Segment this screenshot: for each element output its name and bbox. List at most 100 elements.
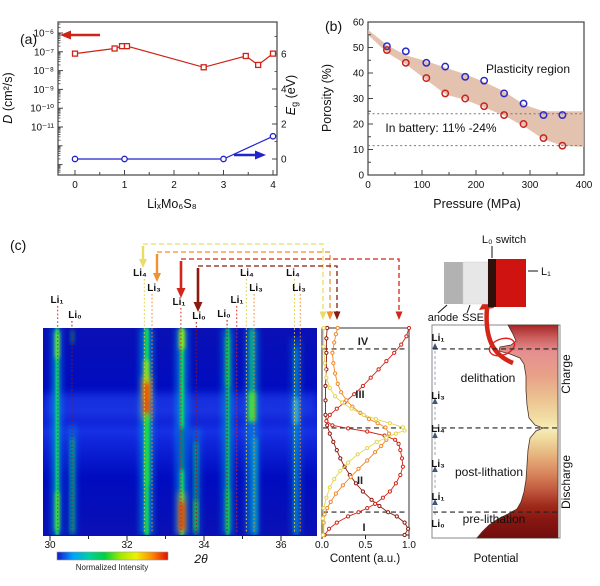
data-point [539,134,548,142]
heatmap-axis: 30 32 34 36 [43,535,317,551]
tick-label: 0 [72,180,78,191]
tick-label: 10⁻⁹ [33,85,54,96]
l1-label: L₁ [541,266,551,278]
data-point [333,371,338,376]
connector-li1 [181,258,400,312]
data-point [331,361,336,366]
data-point [519,120,528,128]
data-point [326,526,332,531]
data-point [369,497,374,502]
panel-c-label: (c) [10,237,26,253]
tick-label: 0 [365,180,371,191]
data-point [401,47,410,56]
tick-label: 300 [522,180,539,191]
anode-label: anode [428,312,459,324]
tick-label: 50 [353,43,365,54]
discharge-label: Discharge [559,455,573,509]
data-point [401,58,410,67]
xrd-streak [226,338,230,386]
battery-schematic [437,246,538,314]
series-line [323,327,390,535]
data-point [327,431,332,436]
data-point [365,506,370,511]
tick-label: 10⁻⁶ [33,29,54,40]
data-point [327,412,332,417]
tick-label: 10 [353,145,365,156]
series-diffusivity-D [71,42,277,71]
data-point [404,334,409,339]
plasticity-band [368,29,584,147]
data-point [402,520,407,525]
data-point [220,155,227,163]
tick-label: 0.0 [315,540,329,551]
tick-label: 36 [275,540,287,551]
tick-label: 10⁻¹¹ [31,123,55,134]
panel-a-plot: 0 1 2 3 4 10⁻⁶ 10⁻⁷ 10⁻⁸ 10⁻⁹ 10⁻¹⁰ 10⁻¹¹ 0 2 4 6 [30,23,287,191]
data-point [398,472,403,478]
l0-switch-label: L₀ switch [482,234,526,246]
xrd-streak [194,442,198,535]
data-point [366,417,372,422]
panel-b-label: (b) [325,18,342,34]
tick-label: 0 [281,155,287,166]
data-point [399,342,404,347]
eg-axis-label: Eg (eV) [284,75,300,115]
data-point [323,383,328,389]
tick-label: 30 [44,540,56,551]
data-point [121,155,128,163]
data-point [441,89,450,98]
tick-label: 2 [281,120,287,131]
xrd-streak [55,492,59,530]
two-theta-label: 2θ [193,552,208,566]
tick-label: 6 [281,50,287,61]
xrd-streak [179,428,185,470]
data-point [361,412,366,417]
data-point [380,495,385,500]
stage-label-de: delithation [461,371,516,385]
tick-label: 10⁻⁸ [33,66,54,77]
data-point [324,375,329,380]
d-axis-label: D (cm²/s) [1,72,15,123]
tick-label: 1.0 [402,540,416,551]
region-label-iv: IV [358,336,369,348]
xrd-streak [71,438,74,533]
data-point [323,412,328,417]
data-point [394,514,399,519]
data-point [384,359,389,364]
data-point [392,350,397,355]
phase-label: Li₄ [133,268,147,279]
data-point [331,439,336,444]
data-point [333,332,338,337]
phase-label: Li₀ [192,311,205,322]
data-point [325,506,330,511]
content-axis-label: Content (a.u.) [330,553,400,565]
x-axis-label-a: LiₓMo₆S₈ [147,197,197,211]
data-point [360,489,365,494]
data-point [461,72,470,81]
tick-label: 40 [353,69,365,80]
tick-label: 60 [353,18,365,29]
data-point [324,336,329,341]
data-point [402,532,407,538]
potential-axis-label: Potential [474,553,519,565]
xrd-streak [179,502,185,530]
data-point [441,62,450,71]
xrd-streak [71,330,74,344]
data-point [360,383,365,389]
data-point [323,398,328,403]
plasticity-region-label: Plasticity region [486,62,570,76]
region-label-ii: II [357,475,363,487]
panel-a-label: (a) [20,31,37,47]
tick-label: 32 [121,540,133,551]
stage-label-pre: pre-lithation [463,512,526,526]
pressure-axis-label: Pressure (MPa) [433,197,521,211]
panel-a-frame [57,21,278,176]
phase-sequence-label: Li₁ [431,333,444,344]
kink-arrow [484,307,514,366]
data-point [340,483,345,488]
data-point [321,506,326,511]
potential-curve-band [476,324,559,539]
data-point [374,439,379,444]
data-point [325,423,330,428]
phase-label: Li₀ [217,309,230,320]
